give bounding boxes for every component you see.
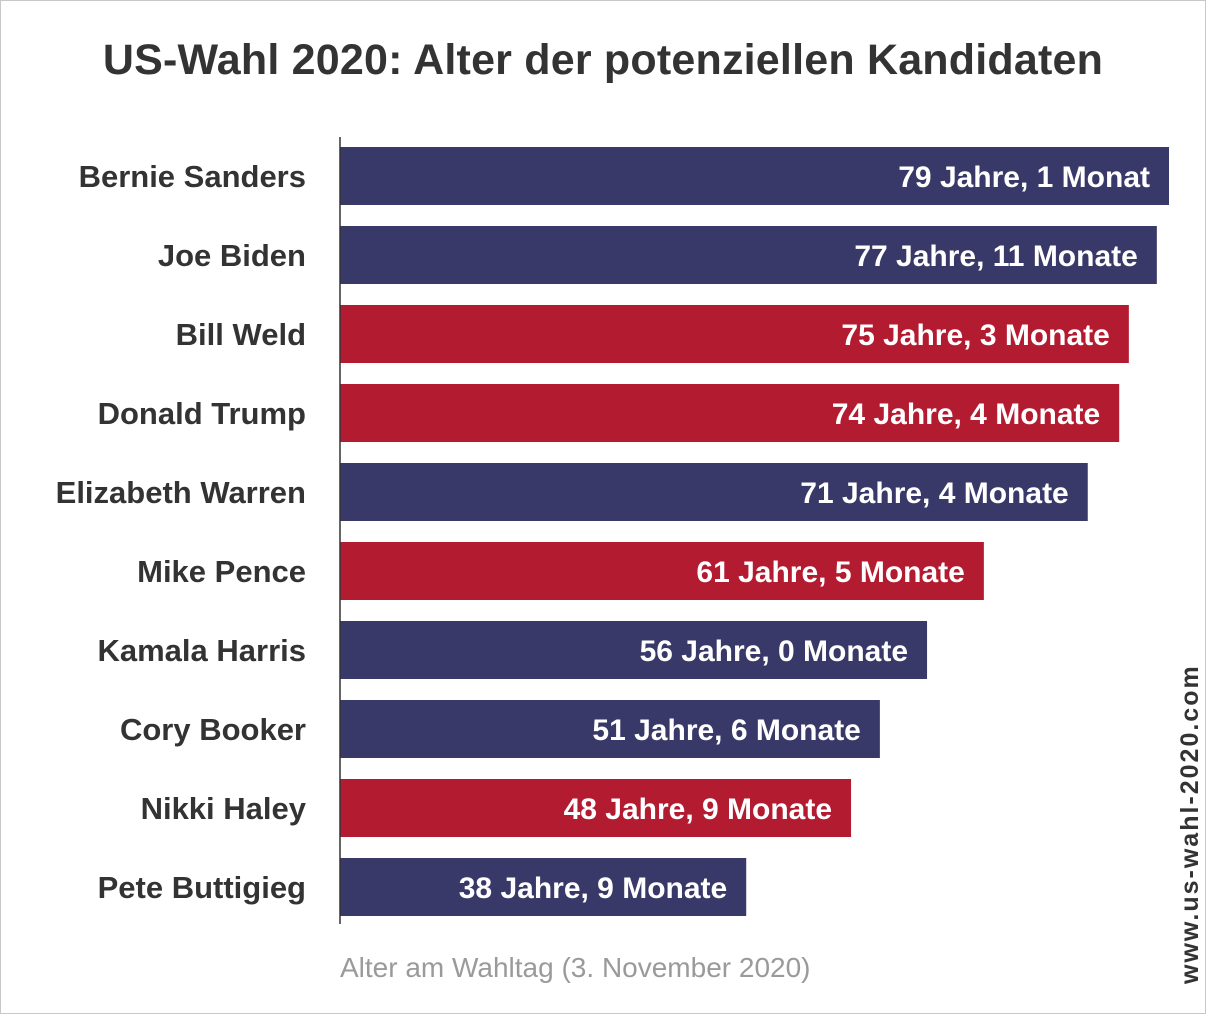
category-label-mike-pence: Mike Pence: [137, 554, 306, 589]
category-label-kamala-harris: Kamala Harris: [97, 633, 306, 668]
watermark: www.us-wahl-2020.com: [1176, 664, 1204, 984]
bar-bill-weld: [340, 305, 1129, 363]
value-label-donald-trump: 74 Jahre, 4 Monate: [832, 398, 1100, 431]
value-label-elizabeth-warren: 71 Jahre, 4 Monate: [800, 477, 1068, 510]
value-label-bill-weld: 75 Jahre, 3 Monate: [841, 319, 1109, 352]
category-label-cory-booker: Cory Booker: [120, 712, 306, 747]
bar-mike-pence: [340, 542, 984, 600]
category-label-pete-buttigieg: Pete Buttigieg: [98, 870, 306, 905]
category-label-donald-trump: Donald Trump: [98, 396, 306, 431]
value-label-joe-biden: 77 Jahre, 11 Monate: [854, 240, 1137, 273]
bar-pete-buttigieg: [340, 858, 747, 916]
bar-bernie-sanders: [340, 147, 1169, 205]
value-label-bernie-sanders: 79 Jahre, 1 Monat: [898, 161, 1150, 194]
value-label-mike-pence: 61 Jahre, 5 Monate: [696, 556, 964, 589]
bar-joe-biden: [340, 226, 1157, 284]
category-label-joe-biden: Joe Biden: [158, 238, 306, 273]
chart-title: US-Wahl 2020: Alter der potenziellen Kan…: [102, 36, 1104, 84]
bar-nikki-haley: [340, 779, 852, 837]
bar-donald-trump: [340, 384, 1120, 442]
value-label-nikki-haley: 48 Jahre, 9 Monate: [564, 793, 832, 826]
category-label-nikki-haley: Nikki Haley: [141, 791, 307, 826]
bar-kamala-harris: [340, 621, 928, 679]
category-label-bill-weld: Bill Weld: [176, 317, 306, 352]
value-label-pete-buttigieg: 38 Jahre, 9 Monate: [459, 872, 727, 905]
x-axis-note: Alter am Wahltag (3. November 2020): [340, 952, 811, 983]
value-label-kamala-harris: 56 Jahre, 0 Monate: [640, 635, 908, 668]
category-label-elizabeth-warren: Elizabeth Warren: [56, 475, 306, 510]
bar-cory-booker: [340, 700, 880, 758]
value-label-cory-booker: 51 Jahre, 6 Monate: [592, 714, 860, 747]
category-label-bernie-sanders: Bernie Sanders: [79, 159, 306, 194]
bars-group: Bernie Sanders 79 Jahre, 1 Monat Joe Biden…: [56, 147, 1169, 916]
bar-elizabeth-warren: [340, 463, 1088, 521]
